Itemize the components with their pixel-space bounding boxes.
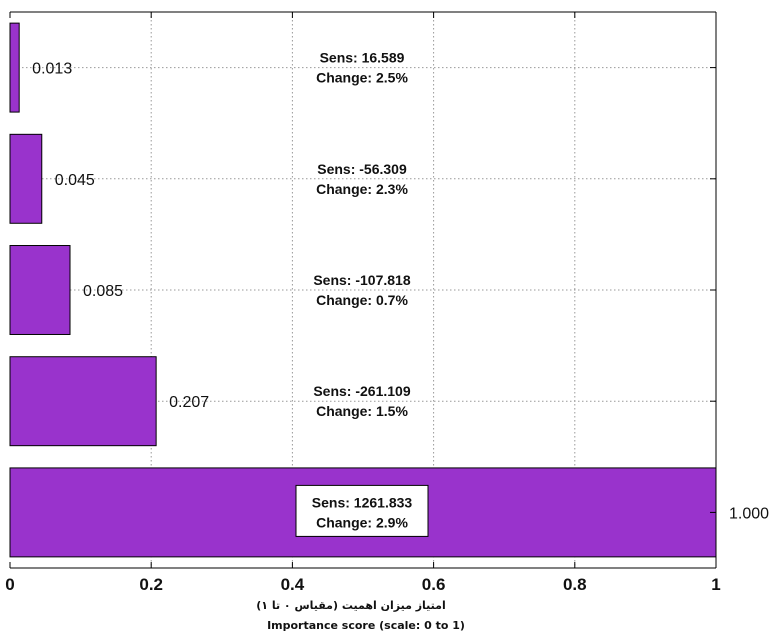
- x-axis-label: Importance score (scale: 0 to 1): [267, 619, 465, 632]
- sens-annotation: Sens: -56.309: [317, 161, 407, 177]
- change-annotation: Change: 0.7%: [316, 292, 408, 308]
- bar-value-label: 0.045: [55, 172, 95, 189]
- x-tick-label: 0.4: [281, 575, 305, 594]
- sens-annotation: Sens: 16.589: [320, 50, 405, 66]
- x-tick-label: 0.8: [563, 575, 587, 594]
- change-annotation: Change: 2.9%: [316, 514, 408, 530]
- sens-annotation: Sens: -107.818: [313, 272, 410, 288]
- bar-value-label: 0.013: [32, 61, 72, 78]
- change-annotation: Change: 1.5%: [316, 403, 408, 419]
- labels: 0 0.2 0.4 0.6 0.8 1 0.013 Sens: 16.589 Change: 2…: [5, 50, 769, 594]
- bar-value-label: 0.085: [83, 283, 123, 300]
- bar: [9, 22, 20, 113]
- sens-annotation: Sens: -261.109: [313, 383, 410, 399]
- axes: [9, 11, 717, 569]
- bar-value-label: 1.000: [729, 505, 769, 522]
- bar: [9, 245, 71, 335]
- x-tick-label: 0.2: [139, 575, 163, 594]
- annotation-box: [295, 484, 429, 537]
- change-annotation: Change: 2.5%: [316, 70, 408, 86]
- bar: [9, 356, 157, 447]
- x-tick-label: 1: [711, 575, 720, 594]
- x-axis-label-persian: امتیاز میزان اهمیت (مقیاس ۰ تا ۱): [256, 599, 446, 612]
- sens-annotation: Sens: 1261.833: [312, 494, 413, 510]
- x-tick-label: 0.6: [422, 575, 446, 594]
- bar: [9, 133, 43, 224]
- x-tick-label: 0: [5, 575, 14, 594]
- change-annotation: Change: 2.3%: [316, 181, 408, 197]
- bar-value-label: 0.207: [169, 394, 209, 411]
